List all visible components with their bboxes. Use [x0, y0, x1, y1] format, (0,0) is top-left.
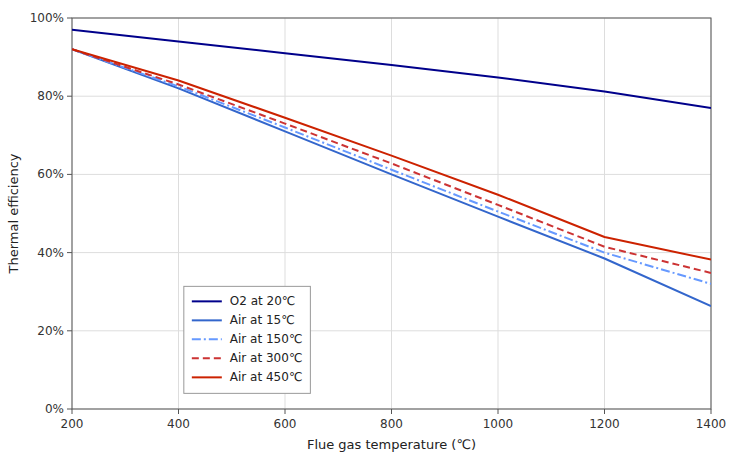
tick: [67, 174, 72, 175]
plot-frame: [72, 18, 711, 409]
legend-label: Air at 300℃: [230, 351, 303, 365]
tick: [498, 409, 499, 414]
tick-label: 80%: [37, 89, 64, 103]
tick-label: 100%: [30, 11, 64, 25]
legend-swatch: [192, 300, 222, 302]
legend-label: Air at 450℃: [230, 370, 303, 384]
lines: [72, 30, 711, 306]
x-axis-label: Flue gas temperature (℃): [307, 437, 476, 452]
series-line: [72, 49, 711, 259]
tick: [67, 330, 72, 331]
tick: [711, 409, 712, 414]
tick: [604, 409, 605, 414]
grid-line: [604, 18, 605, 409]
tick-label: 400: [167, 417, 190, 431]
axes: 0% 20% 40% 60% 80% 100% 200 400 600 800 1000 1200 14…: [30, 11, 727, 431]
legend-box: [184, 286, 311, 393]
series-line: [72, 30, 711, 108]
grid: [72, 18, 711, 409]
y-axis-label: Thermal efficiency: [6, 153, 21, 274]
grid-line: [391, 18, 392, 409]
tick: [285, 409, 286, 414]
tick-label: 60%: [37, 167, 64, 181]
series-line: [72, 49, 711, 284]
series-line: [72, 49, 711, 306]
tick: [67, 96, 72, 97]
tick: [67, 409, 72, 410]
tick: [67, 18, 72, 19]
legend-label: Air at 150℃: [230, 332, 303, 346]
tick-label: 20%: [37, 324, 64, 338]
tick-label: 0%: [45, 402, 64, 416]
tick: [67, 252, 72, 253]
legend: O2 at 20℃ Air at 15℃ Air at 150℃ Air at 300…: [184, 286, 311, 393]
tick: [391, 409, 392, 414]
series-line: [72, 49, 711, 273]
legend-label: Air at 15℃: [230, 313, 295, 327]
tick: [178, 409, 179, 414]
tick-label: 1000: [483, 417, 514, 431]
legend-label: O2 at 20℃: [230, 294, 296, 308]
tick-label: 200: [61, 417, 84, 431]
chart: 0% 20% 40% 60% 80% 100% 200 400 600 800 1000 1200 14…: [0, 0, 733, 461]
tick-label: 1200: [589, 417, 620, 431]
tick: [72, 409, 73, 414]
legend-swatch: [192, 357, 222, 359]
grid-line: [178, 18, 179, 409]
legend-swatch: [192, 319, 222, 321]
tick-label: 600: [274, 417, 297, 431]
legend-swatch: [192, 338, 222, 340]
legend-swatch: [192, 376, 222, 378]
tick-label: 800: [380, 417, 403, 431]
tick-label: 1400: [696, 417, 727, 431]
tick-label: 40%: [37, 246, 64, 260]
